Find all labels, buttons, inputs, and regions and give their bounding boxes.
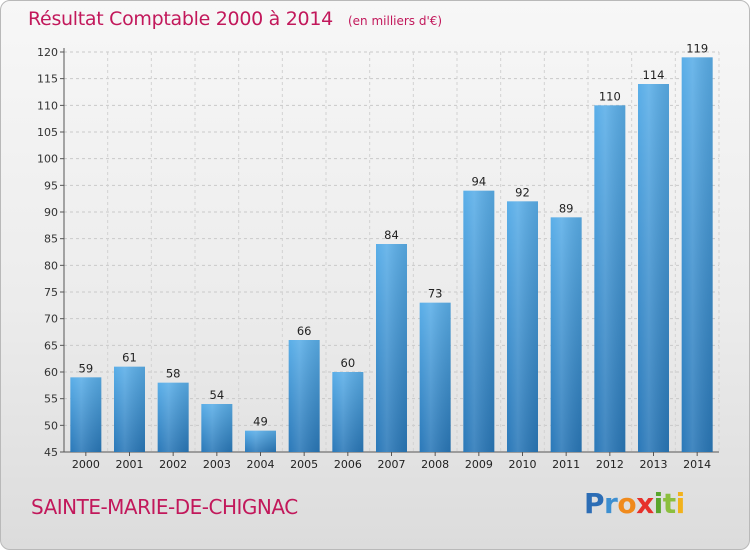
bar-shine <box>681 57 713 452</box>
y-tick-label: 90 <box>44 206 58 219</box>
bar-shine <box>201 404 233 452</box>
y-tick-label: 55 <box>44 393 58 406</box>
bar-value-label: 66 <box>297 324 312 338</box>
x-tick-label: 2002 <box>159 458 187 471</box>
bar-shine <box>114 366 145 452</box>
logo-letter: x <box>636 487 654 520</box>
logo-letter: i <box>653 487 664 520</box>
bar-value-label: 60 <box>341 356 356 370</box>
x-tick-label: 2008 <box>421 458 449 471</box>
chart-unit-note: (en milliers d'€) <box>347 14 443 28</box>
bar-value-label: 59 <box>79 361 94 375</box>
logo-letter: t <box>662 487 676 520</box>
bar-value-label: 92 <box>515 185 530 199</box>
y-tick-label: 85 <box>44 233 58 246</box>
bar-shine <box>288 340 320 452</box>
logo-letter: P <box>584 487 605 520</box>
logo-letter: r <box>604 487 618 520</box>
x-tick-label: 2009 <box>465 458 493 471</box>
bar-value-label: 119 <box>686 41 708 55</box>
bar-shine <box>419 302 451 452</box>
bar-value-label: 54 <box>210 388 225 402</box>
y-tick-label: 105 <box>37 126 58 139</box>
bar-value-label: 49 <box>253 415 268 429</box>
logo-letter: i <box>675 487 686 520</box>
x-tick-label: 2003 <box>203 458 231 471</box>
x-tick-label: 2004 <box>247 458 275 471</box>
bar-shine <box>70 377 102 452</box>
y-tick-label: 110 <box>37 99 58 112</box>
bar-shine <box>376 244 407 452</box>
y-tick-label: 65 <box>44 339 58 352</box>
bar-value-label: 73 <box>428 287 443 301</box>
x-tick-label: 2014 <box>683 458 711 471</box>
x-tick-label: 2001 <box>116 458 144 471</box>
x-tick-label: 2012 <box>596 458 624 471</box>
bar-shine <box>463 190 495 452</box>
x-tick-label: 2006 <box>334 458 362 471</box>
title-row: Résultat Comptable 2000 à 2014 (en milli… <box>28 8 442 30</box>
bar-shine <box>157 382 189 452</box>
chart-title: Résultat Comptable 2000 à 2014 <box>28 8 333 30</box>
bar-layer <box>70 57 713 452</box>
bar-value-label: 61 <box>122 351 137 365</box>
x-tick-label: 2010 <box>509 458 537 471</box>
bar-value-label: 89 <box>559 201 574 215</box>
bar-value-label: 110 <box>599 89 621 103</box>
place-name: SAINTE-MARIE-DE-CHIGNAC <box>31 495 298 519</box>
bar-shine <box>550 217 582 452</box>
bar-value-label: 94 <box>472 175 487 189</box>
bar-shine <box>638 84 669 452</box>
label-layer: 59 2000 61 2001 58 2002 54 2003 49 2004 66 2005 60 20… <box>72 41 711 471</box>
x-tick-label: 2013 <box>640 458 668 471</box>
y-tick-label: 120 <box>37 46 58 59</box>
x-tick-label: 2000 <box>72 458 100 471</box>
y-tick-label: 50 <box>44 419 58 432</box>
y-tick-label: 45 <box>44 446 58 459</box>
y-tick-label: 70 <box>44 313 58 326</box>
bar-shine <box>594 105 626 452</box>
y-tick-label: 60 <box>44 366 58 379</box>
bar-shine <box>507 201 538 452</box>
x-tick-label: 2011 <box>552 458 580 471</box>
x-tick-label: 2007 <box>378 458 406 471</box>
y-tick-label: 100 <box>37 153 58 166</box>
bar-value-label: 114 <box>643 68 665 82</box>
bar-value-label: 84 <box>384 228 399 242</box>
bar-shine <box>245 430 276 452</box>
x-tick-label: 2005 <box>290 458 318 471</box>
y-tick-label: 80 <box>44 259 58 272</box>
grid-layer <box>63 51 720 453</box>
bar-shine <box>332 372 364 452</box>
logo-letter: o <box>617 487 637 520</box>
y-tick-label: 95 <box>44 179 58 192</box>
bar-value-label: 58 <box>166 367 181 381</box>
y-tick-label: 75 <box>44 286 58 299</box>
y-tick-label: 115 <box>37 73 58 86</box>
proxiti-logo: Proxiti <box>584 487 685 520</box>
